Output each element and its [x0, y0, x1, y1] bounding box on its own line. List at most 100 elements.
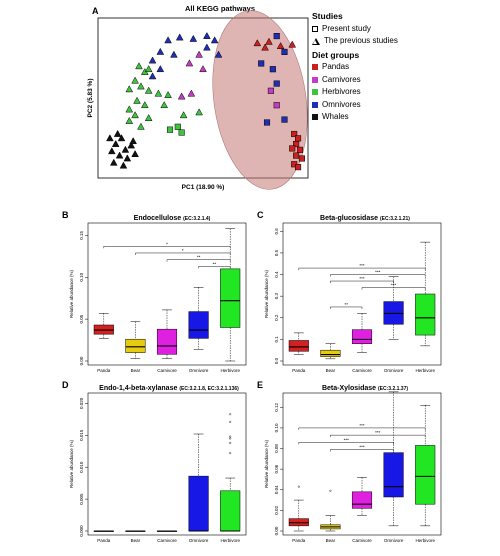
legend-group-whales: Whales: [312, 111, 398, 124]
point-herbivores: [178, 129, 185, 136]
x-tick-label: Bear: [326, 538, 336, 543]
plot-frame: [87, 392, 247, 536]
box-carnivore: [156, 530, 178, 532]
significance-bracket: [198, 266, 231, 269]
legend-group-label: Carnivores: [322, 74, 361, 84]
x-tick-label: Panda: [292, 538, 306, 543]
outlier-point: [229, 413, 232, 416]
point-whales: [127, 141, 136, 149]
point-pandas: [291, 130, 298, 138]
significance-label: **: [197, 255, 201, 260]
significance-bracket: [298, 427, 426, 430]
outlier-point: [229, 437, 232, 440]
plot-frame: [87, 222, 247, 366]
y-axis-label: Relative abundance (%): [264, 269, 269, 318]
point-herbivores: [131, 76, 139, 84]
outlier-point: [329, 489, 332, 492]
point-herbivores: [135, 62, 143, 70]
panel-b-ec: (EC:3.2.1.4): [183, 216, 211, 222]
point-omnivores: [281, 116, 288, 123]
point-herbivores: [137, 82, 145, 90]
legend-previous-label: The previous studies: [324, 36, 398, 45]
point-herbivores: [154, 89, 163, 97]
point-herbivores: [133, 96, 141, 104]
legend: Studies Present study The previous studi…: [312, 10, 398, 124]
point-omnivores: [148, 72, 157, 80]
box-bear: [320, 515, 341, 532]
point-carnivores: [177, 92, 186, 100]
panel-a-frame: [97, 17, 309, 179]
significance-label: ***: [391, 283, 397, 288]
y-tick-label: 0.15: [79, 231, 84, 240]
point-omnivores: [148, 56, 157, 64]
legend-studies-title: Studies: [312, 11, 343, 21]
point-herbivores: [195, 108, 203, 116]
point-omnivores: [203, 31, 211, 39]
y-tick-label: 0.6: [274, 228, 279, 235]
point-herbivores: [174, 123, 181, 130]
significance-label: ***: [375, 270, 381, 275]
plot-frame: [282, 392, 442, 536]
point-omnivores: [210, 36, 219, 44]
box-carnivore: [351, 477, 373, 516]
y-tick-label: 0.06: [274, 464, 279, 473]
box-body: [188, 475, 209, 532]
box-body: [383, 452, 404, 498]
panel-letter-c: C: [257, 210, 264, 220]
point-omnivores: [273, 33, 280, 40]
point-omnivores: [156, 65, 165, 73]
box-body: [188, 311, 209, 339]
y-tick-label: 0.005: [79, 493, 84, 505]
point-omnivores: [156, 47, 165, 55]
legend-previous-studies: The previous studies: [312, 35, 398, 48]
box-body: [351, 491, 373, 509]
point-whales: [131, 150, 139, 158]
triangle-marker-icon: [312, 37, 320, 45]
y-tick-label: 0.02: [274, 506, 279, 515]
significance-bracket: [361, 287, 426, 290]
point-whales: [107, 147, 116, 155]
y-tick-label: 0.00: [274, 526, 279, 535]
box-panda: [93, 530, 114, 532]
significance-bracket: [298, 267, 426, 271]
point-carnivores: [187, 89, 196, 97]
box-panda: [288, 332, 309, 355]
point-herbivores: [137, 122, 145, 130]
point-herbivores: [179, 111, 188, 119]
outlier-point: [229, 441, 232, 444]
x-tick-label: Carnivore: [352, 368, 372, 373]
legend-present-study: Present study: [312, 23, 398, 36]
boxplot-c: [280, 222, 442, 366]
x-tick-label: Carnivore: [352, 538, 372, 543]
box-body: [288, 340, 309, 352]
significance-label: ***: [359, 263, 365, 268]
point-herbivores: [131, 111, 139, 119]
x-tick-label: Herbivore: [220, 538, 240, 543]
point-whales: [123, 154, 132, 162]
boxplot-d: [85, 392, 247, 536]
x-tick-label: Herbivore: [415, 538, 435, 543]
point-carnivores: [195, 50, 203, 58]
box-panda: [288, 499, 309, 532]
point-pandas: [295, 164, 302, 171]
point-whales: [129, 137, 137, 145]
point-pandas: [288, 40, 297, 48]
panel-a-title: All KEGG pathways: [184, 4, 256, 13]
point-herbivores: [160, 101, 169, 109]
y-tick-label: 0.1: [274, 336, 279, 343]
outlier-point: [229, 435, 232, 438]
significance-label: ***: [359, 423, 365, 428]
panel-e-title-text: Beta-Xylosidase: [321, 385, 377, 392]
significance-label: ***: [375, 430, 381, 435]
legend-swatch-icon: [312, 64, 318, 71]
panel-letter-d: D: [62, 380, 69, 390]
outlier-point: [229, 420, 232, 423]
box-omnivore: [383, 391, 404, 527]
outlier-point: [297, 485, 300, 488]
y-tick-label: 0.010: [79, 461, 84, 473]
legend-group-label: Pandas: [322, 62, 350, 71]
legend-swatch-icon: [312, 76, 318, 83]
box-body: [125, 338, 146, 353]
legend-swatch-icon: [312, 114, 318, 121]
